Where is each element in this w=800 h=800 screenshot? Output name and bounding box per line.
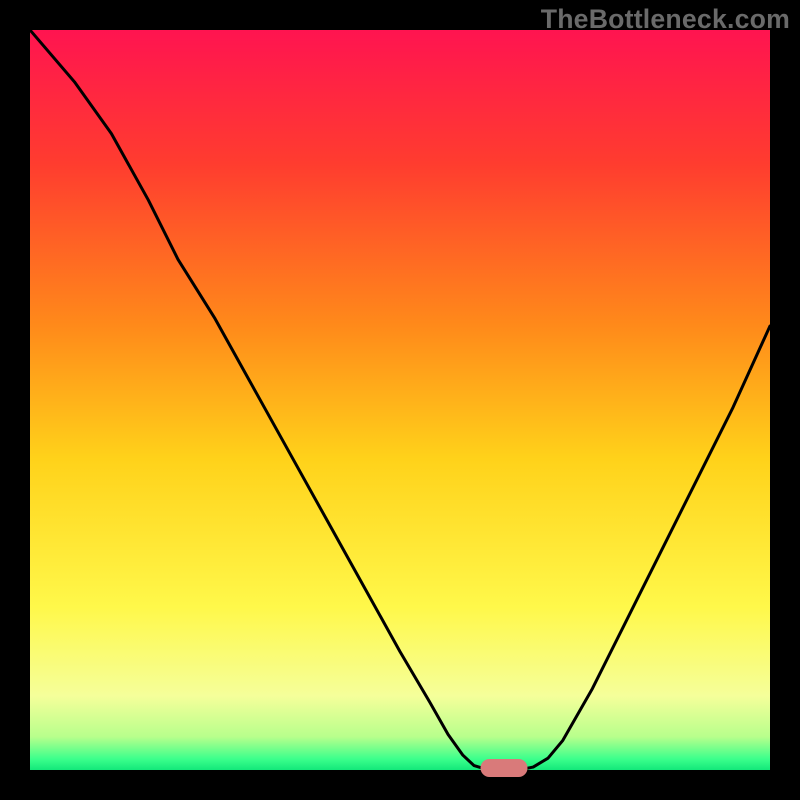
chart-container: TheBottleneck.com — [0, 0, 800, 800]
plot-background — [30, 30, 770, 770]
watermark-text: TheBottleneck.com — [541, 4, 790, 35]
bottleneck-chart — [0, 0, 800, 800]
optimal-zone-marker — [480, 759, 527, 777]
